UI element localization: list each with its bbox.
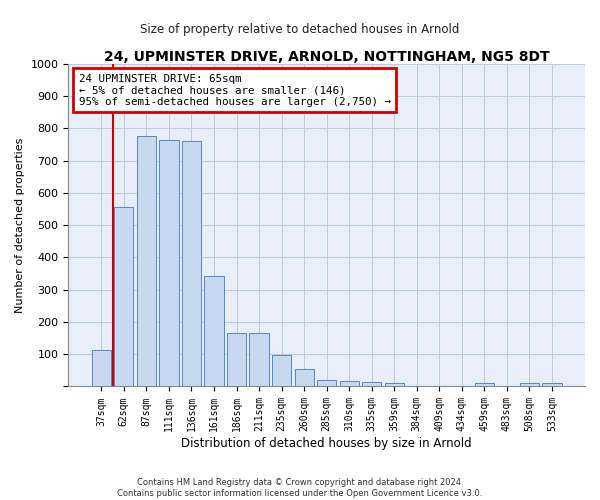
Bar bbox=[272, 355, 291, 386]
X-axis label: Distribution of detached houses by size in Arnold: Distribution of detached houses by size … bbox=[181, 437, 472, 450]
Bar bbox=[160, 140, 179, 386]
Bar bbox=[475, 382, 494, 386]
Text: 24 UPMINSTER DRIVE: 65sqm
← 5% of detached houses are smaller (146)
95% of semi-: 24 UPMINSTER DRIVE: 65sqm ← 5% of detach… bbox=[79, 74, 391, 107]
Bar bbox=[92, 350, 111, 386]
Bar bbox=[182, 140, 201, 386]
Bar bbox=[520, 382, 539, 386]
Text: Size of property relative to detached houses in Arnold: Size of property relative to detached ho… bbox=[140, 22, 460, 36]
Bar bbox=[542, 382, 562, 386]
Bar bbox=[114, 206, 133, 386]
Bar bbox=[250, 334, 269, 386]
Bar bbox=[137, 136, 156, 386]
Bar bbox=[340, 381, 359, 386]
Title: 24, UPMINSTER DRIVE, ARNOLD, NOTTINGHAM, NG5 8DT: 24, UPMINSTER DRIVE, ARNOLD, NOTTINGHAM,… bbox=[104, 50, 550, 64]
Bar bbox=[362, 382, 381, 386]
Bar bbox=[295, 370, 314, 386]
Text: Contains HM Land Registry data © Crown copyright and database right 2024.
Contai: Contains HM Land Registry data © Crown c… bbox=[118, 478, 482, 498]
Bar bbox=[205, 276, 224, 386]
Bar bbox=[227, 334, 246, 386]
Bar bbox=[317, 380, 336, 386]
Y-axis label: Number of detached properties: Number of detached properties bbox=[15, 138, 25, 313]
Bar bbox=[385, 382, 404, 386]
